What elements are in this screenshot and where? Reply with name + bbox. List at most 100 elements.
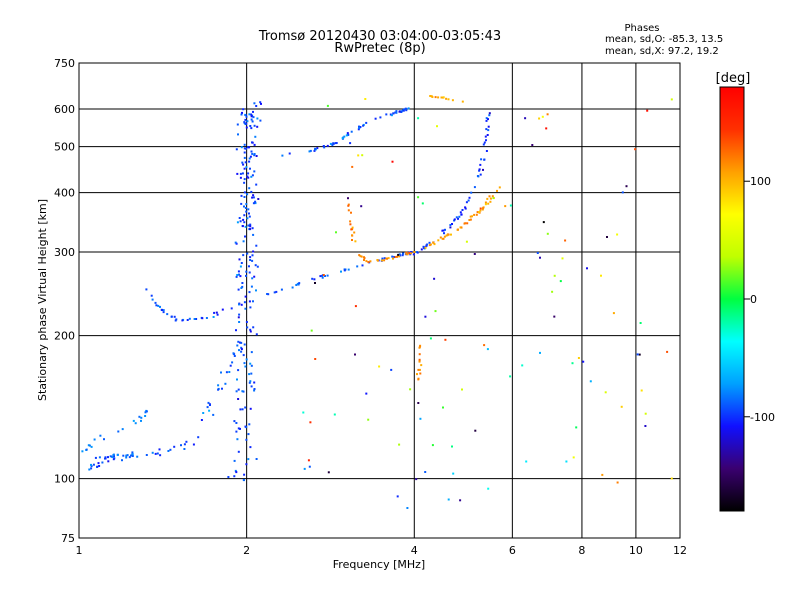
- echo-point: [233, 475, 236, 478]
- y-tick-label: 100: [54, 473, 75, 486]
- echo-point: [541, 115, 544, 118]
- echo-point: [237, 398, 240, 400]
- echo-point: [250, 364, 253, 367]
- echo-point: [267, 293, 270, 296]
- echo-point: [240, 194, 243, 197]
- echo-point: [251, 196, 254, 199]
- echo-point: [104, 457, 107, 460]
- echo-point: [107, 460, 110, 463]
- echo-point: [486, 134, 489, 136]
- echo-point: [242, 240, 245, 243]
- echo-point: [81, 450, 84, 453]
- echo-point: [243, 151, 246, 154]
- echo-point: [248, 373, 251, 376]
- echo-point: [464, 206, 467, 209]
- echo-point: [243, 191, 246, 194]
- echo-point: [524, 117, 527, 120]
- echo-point: [255, 333, 258, 336]
- echo-point: [140, 416, 143, 419]
- echo-point: [243, 167, 246, 170]
- echo-point: [450, 233, 452, 236]
- echo-point: [347, 209, 350, 212]
- echo-point: [202, 412, 205, 414]
- echo-point: [192, 443, 195, 446]
- echo-point: [429, 243, 432, 246]
- echo-point: [496, 189, 498, 192]
- echo-point: [321, 276, 324, 279]
- echo-point: [405, 109, 408, 112]
- echo-point: [235, 275, 238, 278]
- echo-point: [243, 196, 246, 198]
- echo-point: [670, 477, 673, 480]
- echo-point: [440, 96, 443, 99]
- echo-point: [634, 148, 637, 151]
- echo-point: [251, 227, 254, 230]
- echo-point: [307, 459, 310, 462]
- echo-point: [244, 365, 247, 368]
- echo-point: [239, 172, 242, 175]
- echo-point: [251, 120, 254, 123]
- echo-point: [96, 465, 99, 468]
- echo-point: [250, 385, 253, 388]
- echo-point: [463, 222, 466, 225]
- chart-title: Tromsø 20120430 03:04:00-03:05:43: [258, 29, 501, 44]
- echo-point: [217, 388, 220, 391]
- echo-point: [131, 453, 134, 456]
- echo-point: [248, 271, 251, 274]
- echo-point: [252, 196, 255, 199]
- echo-point: [241, 111, 243, 114]
- echo-point: [621, 191, 624, 194]
- echo-point: [245, 126, 248, 129]
- x-tick-label: 12: [673, 544, 687, 557]
- echo-point: [461, 100, 464, 103]
- echo-point: [398, 110, 401, 113]
- echo-point: [250, 351, 253, 354]
- echo-point: [478, 211, 480, 214]
- echo-point: [644, 412, 647, 415]
- echo-point: [241, 408, 244, 411]
- echo-point: [408, 252, 411, 255]
- echo-point: [332, 142, 335, 145]
- echo-point: [446, 234, 449, 237]
- echo-point: [616, 233, 619, 236]
- y-tick-label: 75: [61, 532, 75, 545]
- echo-point: [466, 222, 469, 225]
- echo-point: [98, 465, 101, 467]
- echo-point: [131, 451, 134, 454]
- echo-point: [436, 125, 438, 128]
- echo-point: [126, 454, 129, 457]
- x-tick-label: 2: [243, 544, 250, 557]
- echo-point: [215, 311, 218, 314]
- echo-point: [359, 255, 362, 258]
- echo-point: [154, 301, 157, 304]
- echo-point: [112, 458, 115, 461]
- echo-point: [242, 354, 245, 357]
- y-tick-label: 300: [54, 246, 75, 259]
- echo-point: [350, 211, 352, 214]
- echo-point: [465, 240, 468, 243]
- echo-point: [417, 117, 420, 120]
- x-axis-title: Frequency [MHz]: [333, 558, 425, 571]
- echo-point: [616, 481, 619, 484]
- echo-point: [252, 194, 255, 197]
- echo-point: [457, 217, 459, 220]
- echo-point: [250, 175, 253, 178]
- echo-point: [333, 413, 336, 416]
- echo-point: [255, 155, 258, 157]
- echo-point: [235, 390, 238, 393]
- echo-point: [104, 456, 107, 459]
- echo-point: [418, 353, 421, 356]
- echo-point: [247, 172, 250, 175]
- echo-point: [254, 264, 257, 267]
- echo-point: [313, 278, 316, 281]
- echo-point: [243, 181, 246, 184]
- echo-point: [351, 234, 353, 237]
- echo-point: [359, 126, 362, 128]
- echo-point: [247, 433, 250, 436]
- echo-point: [478, 169, 481, 172]
- echo-point: [244, 295, 247, 298]
- echo-point: [387, 257, 390, 260]
- echo-point: [245, 147, 247, 150]
- colorbar-ticks: 100 0 -100: [744, 175, 775, 424]
- echo-point: [461, 209, 464, 211]
